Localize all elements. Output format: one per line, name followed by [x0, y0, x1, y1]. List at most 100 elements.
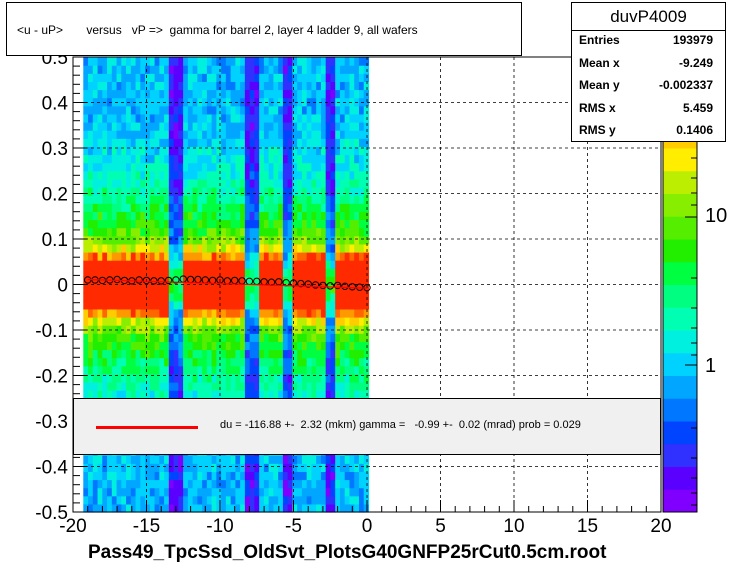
heat-cell: [254, 365, 260, 375]
heat-cell: [97, 162, 103, 172]
heat-cell: [339, 373, 346, 383]
heat-cell: [320, 235, 327, 245]
heat-cell: [311, 260, 317, 269]
heat-cell: [263, 89, 270, 99]
heat-cell: [83, 73, 89, 82]
heat-cell: [316, 138, 322, 147]
heat-cell: [202, 341, 208, 351]
heat-cell: [97, 195, 103, 204]
heat-cell: [225, 471, 232, 481]
heat-cell: [83, 300, 89, 310]
heat-cell: [230, 341, 236, 351]
y-tick-label: 0.1: [42, 230, 68, 251]
heat-cell: [301, 325, 308, 334]
heat-cell: [249, 252, 255, 261]
heat-cell: [135, 292, 141, 302]
heat-cell: [244, 81, 251, 91]
heat-cell: [278, 243, 284, 253]
heat-cell: [107, 122, 113, 131]
heat-cell: [316, 105, 322, 115]
heat-cell: [88, 317, 94, 326]
heat-cell: [335, 455, 341, 464]
heat-cell: [178, 113, 184, 123]
palette-swatch: [663, 307, 697, 331]
heat-cell: [306, 154, 313, 164]
heat-cell: [173, 487, 179, 497]
heat-cell: [121, 292, 127, 302]
heat-cell: [358, 195, 365, 204]
heat-cell: [297, 325, 303, 334]
heat-cell: [111, 390, 118, 399]
heat-cell: [254, 57, 260, 66]
heat-cell: [216, 382, 222, 391]
heat-cell: [325, 170, 332, 180]
heat-cell: [225, 146, 232, 156]
heat-cell: [230, 122, 236, 131]
heat-cell: [273, 357, 279, 367]
heat-cell: [88, 260, 94, 269]
heat-cell: [192, 113, 198, 123]
heat-cell: [282, 154, 289, 164]
heat-cell: [102, 260, 108, 269]
heat-cell: [135, 463, 141, 472]
heat-cell: [316, 276, 322, 286]
heat-cell: [240, 178, 246, 188]
heat-cell: [282, 382, 289, 391]
heat-cell: [263, 471, 270, 481]
heat-cell: [297, 57, 303, 66]
heat-cell: [178, 97, 184, 107]
heat-cell: [268, 162, 275, 172]
heat-cell: [83, 146, 89, 156]
heat-cell: [354, 146, 360, 156]
heat-cell: [159, 235, 165, 245]
heat-cell: [211, 382, 217, 391]
heat-cell: [202, 178, 208, 188]
heat-cell: [164, 325, 170, 334]
heat-cell: [140, 365, 146, 375]
heat-cell: [102, 162, 108, 172]
heat-cell: [145, 211, 151, 221]
heat-cell: [225, 57, 232, 66]
heat-cell: [130, 89, 137, 99]
heat-cell: [282, 227, 289, 237]
heat-cell: [259, 146, 265, 156]
heat-cell: [187, 252, 194, 261]
heat-cell: [145, 503, 151, 513]
heat-cell: [235, 268, 241, 277]
heat-cell: [278, 162, 284, 172]
heat-cell: [358, 479, 365, 489]
heat-cell: [154, 317, 160, 326]
heat-cell: [306, 122, 313, 131]
heat-cell: [164, 162, 170, 172]
heat-cell: [335, 211, 341, 221]
heat-cell: [273, 122, 279, 131]
heat-cell: [111, 463, 118, 472]
heat-cell: [202, 503, 208, 513]
heat-cell: [316, 325, 322, 334]
heat-cell: [330, 81, 336, 91]
heat-cell: [168, 487, 175, 497]
heat-cell: [249, 178, 255, 188]
heat-cell: [344, 487, 351, 497]
heat-cell: [88, 235, 94, 245]
heat-cell: [173, 227, 179, 237]
heat-cell: [249, 227, 255, 237]
heat-cell: [230, 89, 236, 99]
heat-cell: [330, 268, 336, 277]
heat-cell: [145, 113, 151, 123]
heat-cell: [249, 243, 255, 253]
heat-cell: [240, 333, 246, 342]
heat-cell: [240, 308, 246, 318]
heat-cell: [235, 154, 241, 164]
heat-cell: [107, 211, 113, 221]
heat-cell: [88, 154, 94, 164]
heat-cell: [88, 57, 94, 66]
heat-cell: [254, 495, 260, 505]
heat-cell: [225, 195, 232, 204]
heat-cell: [168, 227, 175, 237]
heat-cell: [116, 113, 122, 123]
heat-cell: [230, 317, 236, 326]
heat-cell: [225, 325, 232, 334]
heat-cell: [130, 349, 137, 359]
heat-cell: [301, 162, 308, 172]
